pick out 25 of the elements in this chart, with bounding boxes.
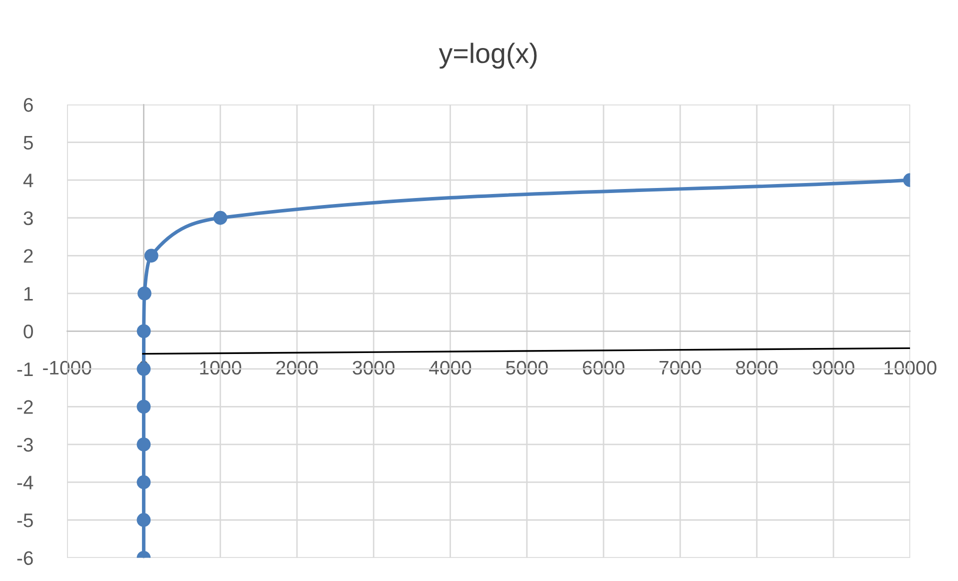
point <box>136 400 151 414</box>
y-tick-label: -5 <box>17 514 33 528</box>
point <box>136 513 151 527</box>
y-tick-label: -2 <box>17 400 33 414</box>
y-tick-label: 3 <box>24 211 33 226</box>
y-tick-label: -6 <box>17 551 33 565</box>
y-tick-label: 5 <box>24 136 33 150</box>
y-tick-label: -4 <box>17 476 34 490</box>
point <box>138 286 152 300</box>
point <box>136 362 151 376</box>
point <box>213 210 228 225</box>
point <box>144 248 158 263</box>
y-tick-label: 1 <box>24 287 33 300</box>
y-tick-label: 6 <box>24 98 33 112</box>
point <box>136 438 151 452</box>
y-tick-label: 4 <box>23 174 34 188</box>
x-tick-label: 10000 <box>884 360 936 375</box>
y-tick-label: -3 <box>17 438 33 452</box>
chart-title: y=log(x) <box>438 42 537 69</box>
y-tick-label: -1 <box>17 362 33 376</box>
point <box>136 324 151 338</box>
x-tick-label: -1000 <box>43 360 92 375</box>
y-tick-label: 2 <box>24 249 33 263</box>
y-tick-label: 0 <box>24 324 33 338</box>
point <box>136 475 151 490</box>
